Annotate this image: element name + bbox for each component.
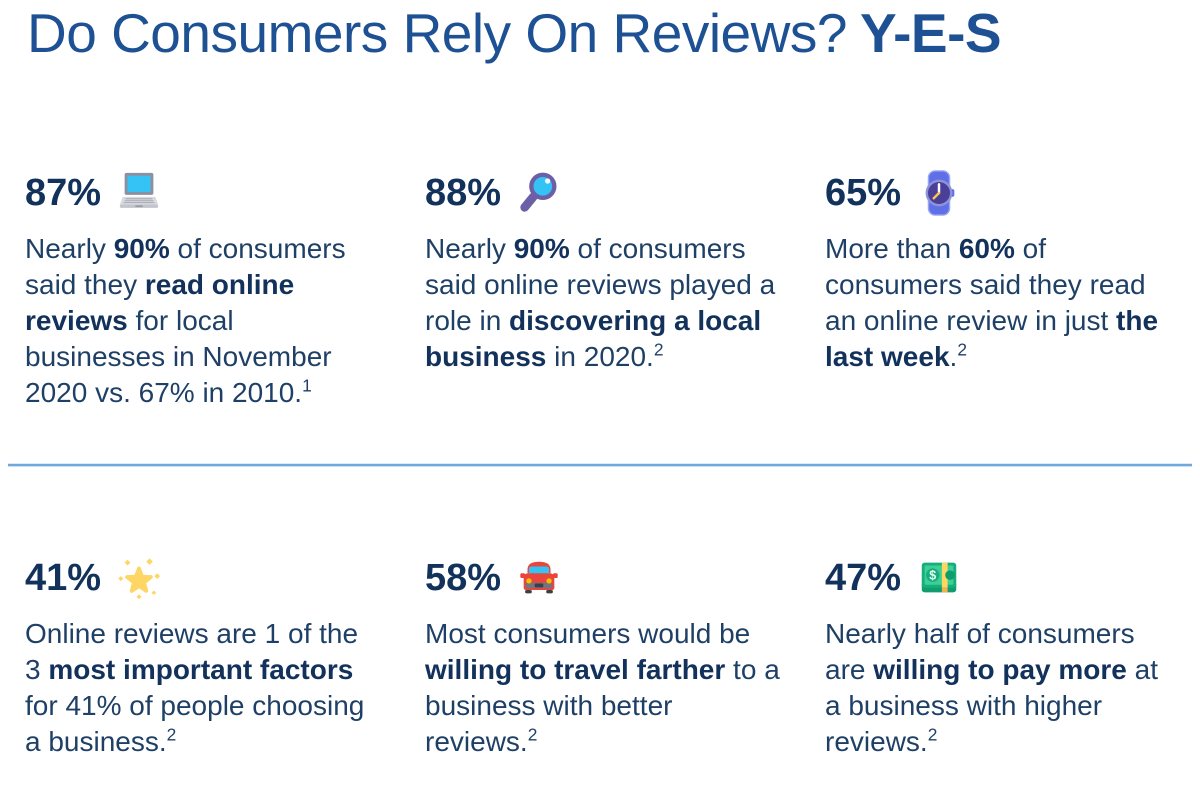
stat-header: 88% [425, 170, 825, 216]
stat-card: 41% Online reviews are 1 of th [25, 555, 425, 760]
stat-text: Nearly 90% of consumers said online revi… [425, 233, 776, 372]
footnote-superscript: 2 [653, 339, 664, 360]
page-title-emphasis: Y-E-S [859, 2, 1002, 64]
footnote-superscript: 1 [302, 375, 312, 396]
watch-icon [925, 170, 955, 216]
stat-value: 58% [425, 556, 502, 599]
stat-value: 87% [25, 171, 102, 214]
stat-text: Nearly half of consumers are willing to … [825, 618, 1158, 757]
watch-icon-wrap [916, 170, 962, 216]
car-icon [520, 561, 558, 594]
stat-header: 65% [825, 170, 1200, 216]
stat-card: 87% Nearly 90% of consumers said they re… [25, 170, 425, 411]
stat-card: 88% Nearly 90% of consumers said online … [425, 170, 825, 411]
stat-value: 65% [825, 171, 902, 214]
stat-card: 65% More than 60% of consumers said they [825, 170, 1200, 411]
stat-value: 47% [825, 556, 902, 599]
svg-text:$: $ [929, 568, 936, 582]
stat-header: 47% $ [825, 555, 1200, 601]
money-icon-wrap: $ [916, 555, 962, 601]
stat-text: Online reviews are 1 of the 3 most impor… [25, 618, 365, 757]
stat-card: 58% [425, 555, 825, 760]
stat-text: Nearly 90% of consumers said they read o… [25, 233, 346, 408]
stat-text: More than 60% of consumers said they rea… [825, 233, 1159, 372]
stat-value: 88% [425, 171, 502, 214]
footnote-superscript: 2 [166, 724, 177, 745]
page-title-main: Do Consumers Rely On Reviews? [27, 2, 847, 64]
stat-header: 58% [425, 555, 825, 601]
laptop-icon [119, 172, 159, 208]
money-icon: $ [921, 562, 957, 593]
stats-row-bottom: 41% Online reviews are 1 of th [25, 555, 1200, 760]
magnifying-glass-icon-wrap [516, 170, 562, 216]
stat-text: Most consumers would be willing to trave… [425, 618, 780, 757]
stat-card: 47% $ Nearly half of [825, 555, 1200, 760]
stats-row-top: 87% Nearly 90% of consumers said they re… [25, 170, 1200, 411]
laptop-icon-wrap [116, 170, 162, 216]
footnote-superscript: 2 [957, 339, 967, 360]
car-icon-wrap [516, 555, 562, 601]
glowing-star-icon [118, 558, 161, 600]
footnote-superscript: 2 [927, 724, 938, 745]
magnifying-glass-icon [520, 172, 557, 212]
stat-header: 41% [25, 555, 425, 601]
section-divider [8, 464, 1192, 466]
stat-value: 41% [25, 556, 102, 599]
stat-header: 87% [25, 170, 425, 216]
page-title: Do Consumers Rely On Reviews? Y-E-S [27, 2, 1002, 65]
footnote-superscript: 2 [527, 724, 538, 745]
glowing-star-icon-wrap [116, 555, 162, 601]
